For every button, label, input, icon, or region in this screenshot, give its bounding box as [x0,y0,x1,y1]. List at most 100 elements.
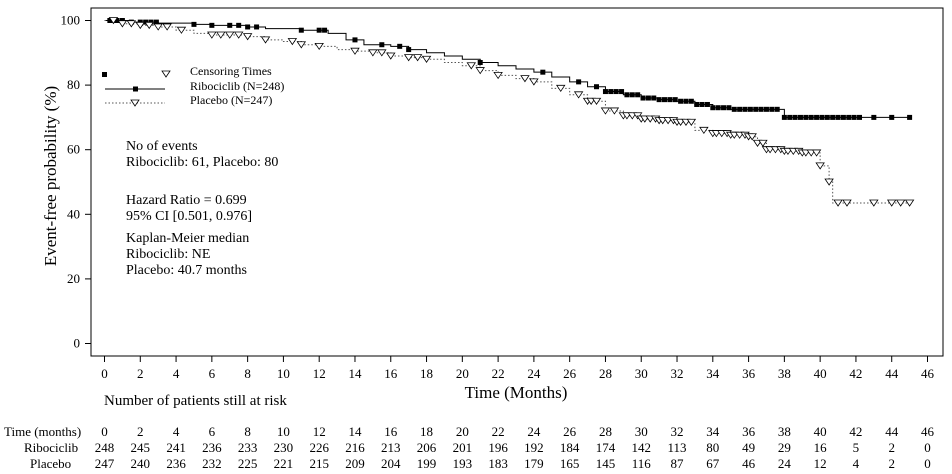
censor-marker-placebo [747,133,757,141]
x-tick-label: 16 [384,366,398,381]
censor-marker-ribociclib [688,98,694,104]
risk-value-ribociclib: 213 [381,440,401,455]
risk-time-value: 40 [814,424,827,439]
censor-marker-ribociclib [254,24,260,30]
risk-time-label: Time (months) [4,424,81,439]
censor-marker-ribociclib [661,97,667,103]
risk-value-placebo: 165 [560,456,580,471]
y-axis-label: Event-free probability (%) [41,86,60,266]
censor-marker-ribociclib [672,97,678,103]
risk-time-value: 28 [599,424,612,439]
events-text: Ribociclib: 61, Placebo: 80 [126,155,278,170]
plot-frame [90,7,944,357]
censor-marker-ribociclib [835,114,841,120]
x-tick-label: 6 [209,366,216,381]
annotations: No of events Ribociclib: 61, Placebo: 80… [126,139,278,278]
x-tick-label: 26 [563,366,577,381]
legend-square-marker [102,72,107,77]
censor-markers [107,17,915,207]
risk-value-ribociclib: 206 [417,440,437,455]
risk-time-value: 32 [671,424,684,439]
y-tick-label: 20 [67,271,80,286]
censor-marker-ribociclib [397,43,403,49]
censor-marker-placebo [260,36,271,44]
ci-text: 95% CI [0.501, 0.976] [126,209,252,224]
censor-marker-placebo [842,199,852,207]
risk-time-value: 18 [420,424,433,439]
risk-value-ribociclib: 233 [238,440,258,455]
risk-value-placebo: 4 [853,456,860,471]
risk-value-placebo: 183 [488,456,508,471]
risk-value-placebo: 87 [671,456,685,471]
censor-marker-placebo [555,84,566,93]
x-tick-label: 32 [671,366,684,381]
y-tick-label: 0 [74,336,81,351]
censor-marker-ribociclib [774,106,780,112]
risk-value-placebo: 204 [381,456,401,471]
censor-marker-placebo [493,72,503,80]
censor-marker-ribociclib [787,114,793,120]
censor-marker-placebo [377,49,387,57]
x-tick-label: 38 [778,366,791,381]
risk-value-placebo: 179 [524,456,544,471]
censor-marker-placebo [904,199,915,207]
km-median-ribociclib: Ribociclib: NE [126,247,210,262]
risk-value-ribociclib: 241 [166,440,186,455]
risk-value-placebo: 2 [888,456,895,471]
censor-marker-placebo [886,199,897,207]
censor-marker-ribociclib [576,79,582,85]
censor-marker-ribociclib [608,89,614,95]
risk-time-value: 22 [492,424,505,439]
risk-value-placebo: 236 [166,456,186,471]
legend-triangle-marker [161,70,171,78]
risk-time-value: 0 [101,424,108,439]
censor-marker-ribociclib [236,22,242,28]
survival-curves [104,20,910,204]
risk-time-value: 24 [527,424,541,439]
censor-marker-ribociclib [830,114,836,120]
censor-marker-ribociclib [814,114,820,120]
censor-marker-ribociclib [769,106,775,112]
risk-time-value: 2 [137,424,144,439]
censor-marker-ribociclib [889,114,895,120]
x-tick-label: 0 [101,366,108,381]
censor-marker-placebo [520,75,530,83]
risk-table-title: Number of patients still at risk [104,393,287,409]
censor-marker-ribociclib [602,89,608,95]
risk-time-value: 30 [635,424,648,439]
censor-marker-ribociclib [191,21,197,27]
censor-marker-ribociclib [477,59,483,65]
censor-marker-ribociclib [737,106,743,112]
censor-marker-ribociclib [683,98,689,104]
x-tick-label: 30 [635,366,648,381]
risk-value-ribociclib: 245 [131,440,151,455]
y-tick-label: 100 [61,13,81,28]
risk-value-ribociclib: 201 [453,440,473,455]
risk-value-ribociclib: 184 [560,440,580,455]
risk-value-placebo: 116 [632,456,652,471]
risk-value-placebo: 240 [131,456,151,471]
x-tick-label: 18 [420,366,433,381]
x-tick-label: 40 [814,366,827,381]
risk-time-value: 12 [313,424,326,439]
censor-marker-ribociclib [721,105,727,111]
risk-value-ribociclib: 5 [853,440,860,455]
risk-value-placebo: 199 [417,456,437,471]
risk-value-placebo: 193 [453,456,473,471]
censor-marker-ribociclib [227,22,233,28]
censor-marker-ribociclib [624,92,630,98]
risk-time-value: 44 [885,424,899,439]
x-tick-label: 12 [313,366,326,381]
censor-marker-placebo [609,107,620,115]
censor-marker-ribociclib [846,114,852,120]
x-tick-label: 46 [921,366,935,381]
risk-time-value: 36 [742,424,756,439]
censor-marker-ribociclib [153,19,159,25]
censor-marker-placebo [412,54,423,62]
risk-value-ribociclib: 113 [668,440,687,455]
censor-marker-ribociclib [731,106,737,112]
censor-marker-placebo [869,199,879,207]
censor-marker-ribociclib [645,95,651,101]
censor-marker-ribociclib [753,106,759,112]
events-title: No of events [126,139,198,154]
